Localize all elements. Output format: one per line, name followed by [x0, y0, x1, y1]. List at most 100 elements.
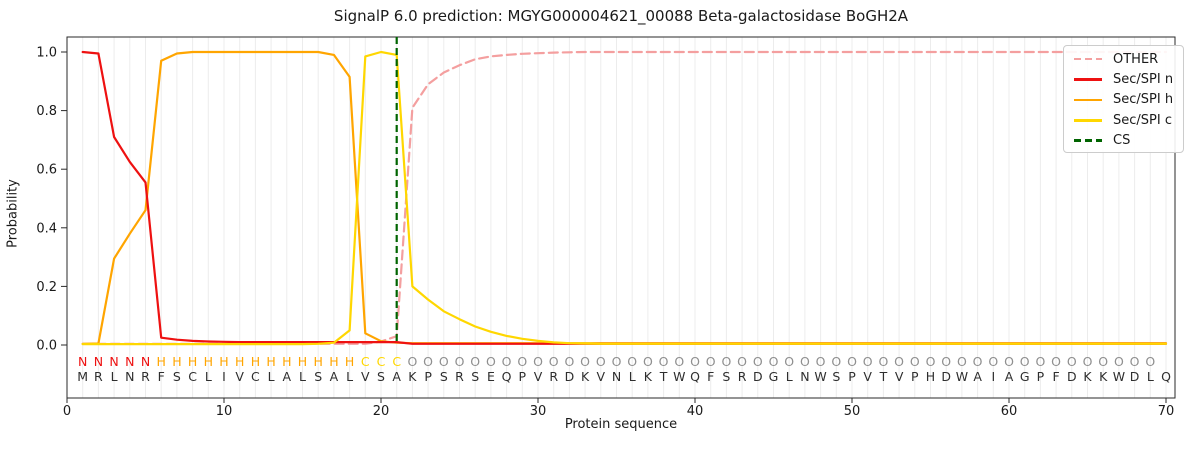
series-line-sec-spi-c: [81, 50, 1168, 346]
region-letter: H: [266, 354, 275, 369]
x-tick-label: 0: [63, 404, 71, 419]
region-letter: N: [109, 354, 118, 369]
legend-label: Sec/SPI c: [1113, 112, 1172, 128]
residue-letter: V: [597, 369, 606, 384]
legend-line-sample-cs: [1074, 139, 1102, 143]
legend-item-sec-spi-n: Sec/SPI n: [1064, 69, 1183, 89]
residue-letter: L: [1147, 369, 1154, 384]
residue-letter: K: [644, 369, 653, 384]
legend-item-other: OTHER: [1064, 49, 1183, 69]
y-tick-label: 1.0: [36, 46, 57, 61]
region-letter: O: [1035, 354, 1045, 369]
residue-letter: D: [753, 369, 763, 384]
region-letter: H: [298, 354, 307, 369]
residue-letter: R: [141, 369, 150, 384]
region-letter: O: [533, 354, 543, 369]
region-letter: O: [1145, 354, 1155, 369]
region-letter: O: [878, 354, 888, 369]
residue-letter: R: [549, 369, 558, 384]
residue-letter: V: [895, 369, 904, 384]
residue-letter: K: [1099, 369, 1108, 384]
region-letter: O: [674, 354, 684, 369]
legend-item-cs: CS: [1064, 131, 1183, 151]
y-axis-label: Probability: [5, 179, 21, 248]
region-letter: H: [172, 354, 181, 369]
region-letter: O: [941, 354, 951, 369]
residue-letter: Q: [1161, 369, 1171, 384]
residue-letter: P: [1037, 369, 1045, 384]
region-letter: O: [423, 354, 433, 369]
residue-letter: L: [629, 369, 636, 384]
region-letter: O: [659, 354, 669, 369]
region-letter: O: [1051, 354, 1061, 369]
x-tick-label: 20: [373, 404, 390, 419]
region-letter: H: [251, 354, 260, 369]
residue-letter: S: [722, 369, 730, 384]
residue-letter: Q: [690, 369, 700, 384]
legend-item-sec-spi-c: Sec/SPI c: [1064, 110, 1183, 130]
region-letter: O: [517, 354, 527, 369]
region-letter: O: [1083, 354, 1093, 369]
series-line-sec-spi-h: [81, 50, 1168, 345]
region-letter: O: [643, 354, 653, 369]
residue-letter: K: [1083, 369, 1092, 384]
region-letter: H: [235, 354, 244, 369]
region-letter: H: [282, 354, 291, 369]
legend-label: OTHER: [1113, 51, 1159, 67]
residue-letter: K: [408, 369, 417, 384]
residue-letter: V: [863, 369, 872, 384]
region-letter: H: [156, 354, 165, 369]
region-letter: O: [596, 354, 606, 369]
region-letter: O: [847, 354, 857, 369]
region-letter: N: [125, 354, 134, 369]
residue-letter: I: [222, 369, 226, 384]
residue-letter: S: [471, 369, 479, 384]
residue-letter: P: [911, 369, 919, 384]
region-letter: O: [407, 354, 417, 369]
residue-letter: W: [814, 369, 826, 384]
residue-letter: V: [235, 369, 244, 384]
residue-letter: G: [1020, 369, 1030, 384]
legend-label: CS: [1113, 133, 1131, 149]
region-letter: O: [910, 354, 920, 369]
region-letter: H: [313, 354, 322, 369]
residue-letter: A: [973, 369, 982, 384]
region-letter: O: [737, 354, 747, 369]
residue-letter: I: [991, 369, 995, 384]
legend-label: Sec/SPI h: [1113, 92, 1174, 108]
y-tick-label: 0.8: [36, 104, 57, 119]
residue-letter: P: [519, 369, 527, 384]
residue-letter: L: [299, 369, 306, 384]
legend-line-sample-sec-spi-n: [1074, 78, 1102, 81]
residue-letter: P: [848, 369, 856, 384]
residue-letter: A: [392, 369, 401, 384]
residue-letter: F: [158, 369, 165, 384]
x-tick-label: 50: [844, 404, 861, 419]
region-letter: O: [1130, 354, 1140, 369]
region-letter: C: [361, 354, 370, 369]
region-letter: O: [784, 354, 794, 369]
legend-item-sec-spi-h: Sec/SPI h: [1064, 90, 1183, 110]
x-tick-label: 30: [530, 404, 547, 419]
region-letter: C: [392, 354, 401, 369]
residue-letter: L: [111, 369, 118, 384]
residue-letter: S: [377, 369, 385, 384]
y-tick-label: 0.2: [36, 280, 57, 295]
y-tick-label: 0.4: [36, 221, 57, 236]
residue-letter: A: [330, 369, 339, 384]
region-letter: O: [612, 354, 622, 369]
residue-letter: D: [1067, 369, 1077, 384]
residue-letter: V: [361, 369, 370, 384]
residue-letter: W: [956, 369, 968, 384]
residue-letter: N: [612, 369, 621, 384]
region-letter: O: [455, 354, 465, 369]
residue-letter: K: [581, 369, 590, 384]
residue-letter: M: [77, 369, 88, 384]
legend-box: OTHER Sec/SPI n Sec/SPI h Sec/SPI c CS: [1063, 45, 1184, 153]
residue-letter: A: [1005, 369, 1014, 384]
residue-letter: D: [1130, 369, 1140, 384]
residue-letter: W: [673, 369, 685, 384]
legend-line-sample-sec-spi-c: [1074, 119, 1102, 122]
region-letter: O: [863, 354, 873, 369]
